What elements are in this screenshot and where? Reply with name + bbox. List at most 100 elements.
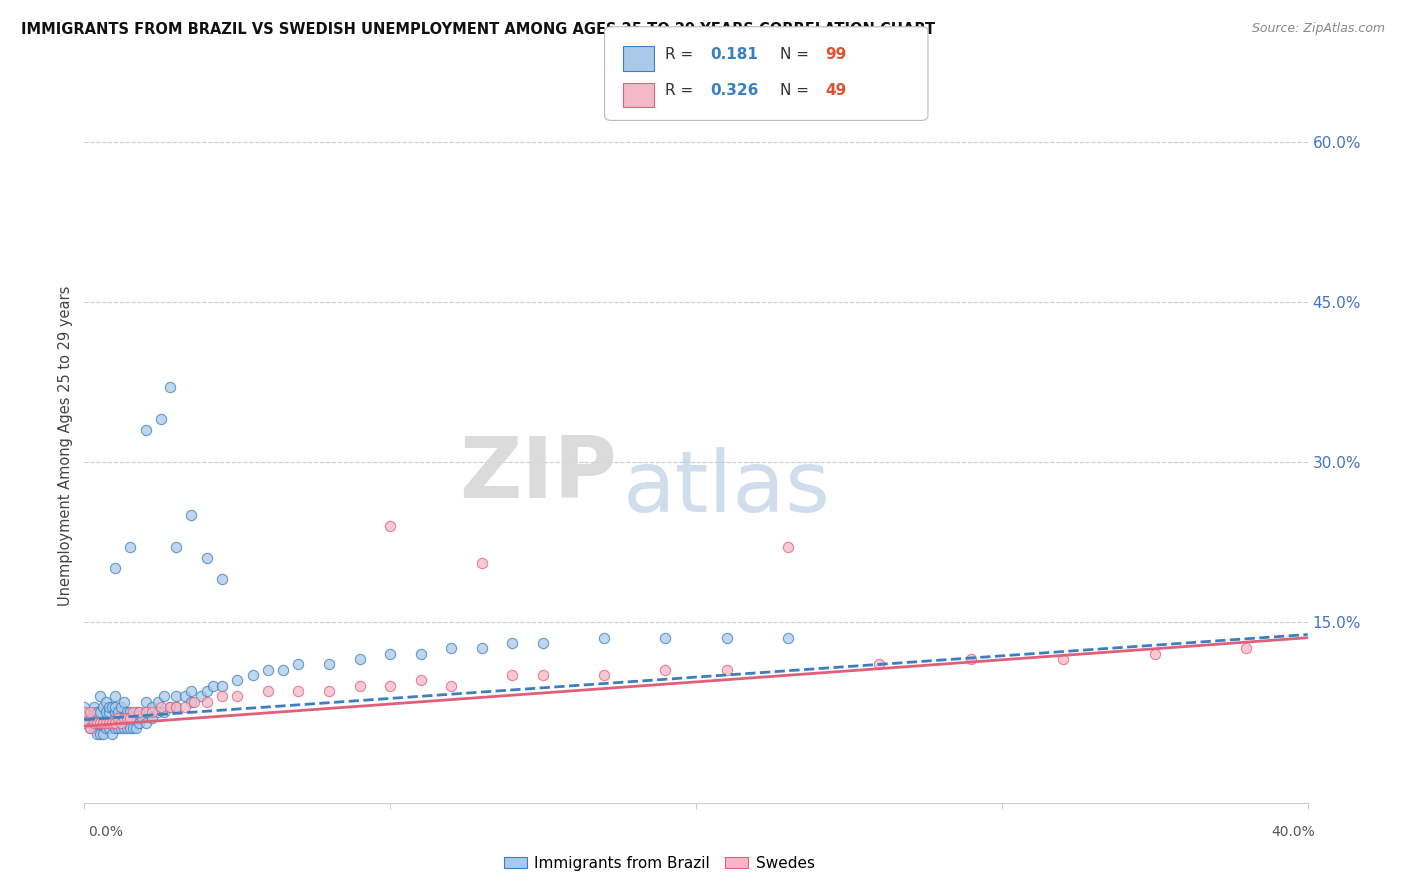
Point bbox=[115, 706, 138, 720]
Point bbox=[349, 652, 371, 666]
Point bbox=[159, 700, 181, 714]
Point bbox=[593, 631, 616, 645]
Point bbox=[380, 519, 402, 533]
Point bbox=[174, 700, 197, 714]
Point bbox=[471, 641, 494, 656]
Point bbox=[195, 684, 218, 698]
Text: N =: N = bbox=[780, 83, 814, 98]
Point bbox=[146, 706, 169, 720]
Point bbox=[104, 710, 127, 724]
Point bbox=[183, 695, 205, 709]
Text: 0.0%: 0.0% bbox=[89, 825, 124, 839]
Point bbox=[159, 380, 181, 394]
Point bbox=[120, 721, 142, 735]
Point bbox=[120, 540, 142, 554]
Point bbox=[141, 710, 163, 724]
Point bbox=[180, 508, 202, 523]
Point bbox=[79, 721, 101, 735]
Point bbox=[287, 684, 309, 698]
Point bbox=[180, 695, 202, 709]
Point bbox=[165, 700, 187, 714]
Point bbox=[1052, 652, 1074, 666]
Point bbox=[91, 726, 114, 740]
Point bbox=[120, 710, 142, 724]
Point bbox=[79, 721, 101, 735]
Text: 99: 99 bbox=[825, 47, 846, 62]
Legend: Immigrants from Brazil, Swedes: Immigrants from Brazil, Swedes bbox=[498, 850, 821, 877]
Point bbox=[94, 715, 117, 730]
Point bbox=[83, 700, 105, 714]
Point bbox=[122, 706, 145, 720]
Point bbox=[107, 706, 129, 720]
Point bbox=[107, 710, 129, 724]
Point bbox=[211, 690, 233, 704]
Point bbox=[380, 647, 402, 661]
Point bbox=[380, 679, 402, 693]
Point bbox=[153, 690, 176, 704]
Point bbox=[112, 695, 135, 709]
Point bbox=[91, 715, 114, 730]
Point bbox=[86, 706, 108, 720]
Point bbox=[97, 715, 120, 730]
Point bbox=[141, 700, 163, 714]
Point bbox=[180, 684, 202, 698]
Point bbox=[502, 668, 524, 682]
Point bbox=[271, 663, 294, 677]
Point bbox=[89, 706, 111, 720]
Point bbox=[107, 710, 129, 724]
Point bbox=[1143, 647, 1166, 661]
Point bbox=[146, 695, 169, 709]
Point bbox=[776, 540, 799, 554]
Point bbox=[94, 695, 117, 709]
Point bbox=[440, 679, 463, 693]
Point bbox=[79, 706, 101, 720]
Point bbox=[104, 561, 127, 575]
Point bbox=[141, 706, 163, 720]
Point bbox=[226, 690, 249, 704]
Text: R =: R = bbox=[665, 83, 699, 98]
Point bbox=[960, 652, 983, 666]
Point bbox=[89, 715, 111, 730]
Point bbox=[349, 679, 371, 693]
Point bbox=[89, 726, 111, 740]
Point bbox=[128, 706, 150, 720]
Point bbox=[73, 715, 96, 730]
Point bbox=[318, 657, 340, 672]
Text: 0.326: 0.326 bbox=[710, 83, 758, 98]
Point bbox=[110, 715, 132, 730]
Point bbox=[91, 715, 114, 730]
Point bbox=[165, 700, 187, 714]
Point bbox=[654, 631, 676, 645]
Point bbox=[122, 721, 145, 735]
Point bbox=[159, 700, 181, 714]
Point bbox=[471, 556, 494, 570]
Point bbox=[89, 690, 111, 704]
Text: ZIP: ZIP bbox=[458, 433, 616, 516]
Point bbox=[73, 715, 96, 730]
Point bbox=[110, 721, 132, 735]
Point bbox=[776, 631, 799, 645]
Point bbox=[115, 721, 138, 735]
Text: R =: R = bbox=[665, 47, 699, 62]
Point bbox=[89, 715, 111, 730]
Point bbox=[135, 715, 157, 730]
Point bbox=[101, 700, 124, 714]
Point bbox=[115, 710, 138, 724]
Point bbox=[112, 710, 135, 724]
Point bbox=[654, 663, 676, 677]
Point bbox=[91, 700, 114, 714]
Point bbox=[409, 647, 432, 661]
Point bbox=[153, 706, 176, 720]
Point bbox=[409, 673, 432, 688]
Point bbox=[149, 412, 172, 426]
Point bbox=[97, 706, 120, 720]
Point bbox=[128, 715, 150, 730]
Text: N =: N = bbox=[780, 47, 814, 62]
Point bbox=[83, 706, 105, 720]
Point bbox=[73, 706, 96, 720]
Point bbox=[112, 721, 135, 735]
Point bbox=[135, 706, 157, 720]
Point bbox=[149, 700, 172, 714]
Text: 49: 49 bbox=[825, 83, 846, 98]
Text: Source: ZipAtlas.com: Source: ZipAtlas.com bbox=[1251, 22, 1385, 36]
